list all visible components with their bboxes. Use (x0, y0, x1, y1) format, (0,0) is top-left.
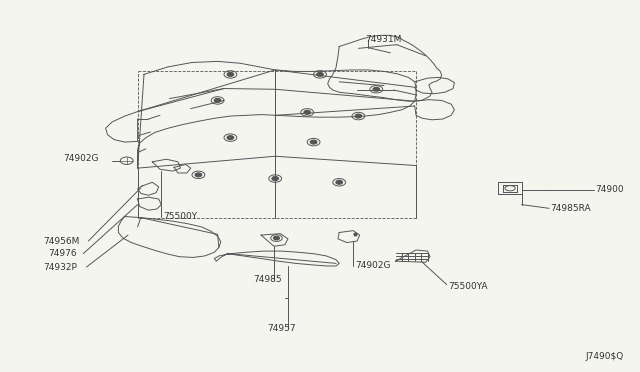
Text: J7490$Q: J7490$Q (586, 352, 624, 361)
Text: 74985RA: 74985RA (550, 204, 591, 213)
Circle shape (272, 177, 278, 180)
Text: 75500YA: 75500YA (448, 282, 488, 291)
Text: 75500Y: 75500Y (163, 212, 197, 221)
Circle shape (195, 173, 202, 177)
Text: 74931M: 74931M (365, 35, 401, 44)
Circle shape (227, 136, 234, 140)
Text: 74902G: 74902G (63, 154, 98, 163)
Text: 74900: 74900 (595, 185, 624, 194)
Circle shape (274, 237, 280, 240)
Circle shape (317, 73, 323, 76)
Circle shape (214, 99, 221, 102)
Circle shape (355, 114, 362, 118)
Circle shape (336, 180, 342, 184)
Circle shape (227, 73, 234, 76)
Circle shape (373, 87, 380, 91)
Text: 74932P: 74932P (44, 263, 77, 272)
Text: 74902G: 74902G (355, 262, 390, 270)
Text: 74957: 74957 (268, 324, 296, 333)
Text: 74956M: 74956M (44, 237, 80, 246)
Text: 74976: 74976 (48, 249, 77, 258)
Text: 74985: 74985 (253, 275, 282, 284)
Circle shape (310, 140, 317, 144)
Circle shape (304, 110, 310, 114)
